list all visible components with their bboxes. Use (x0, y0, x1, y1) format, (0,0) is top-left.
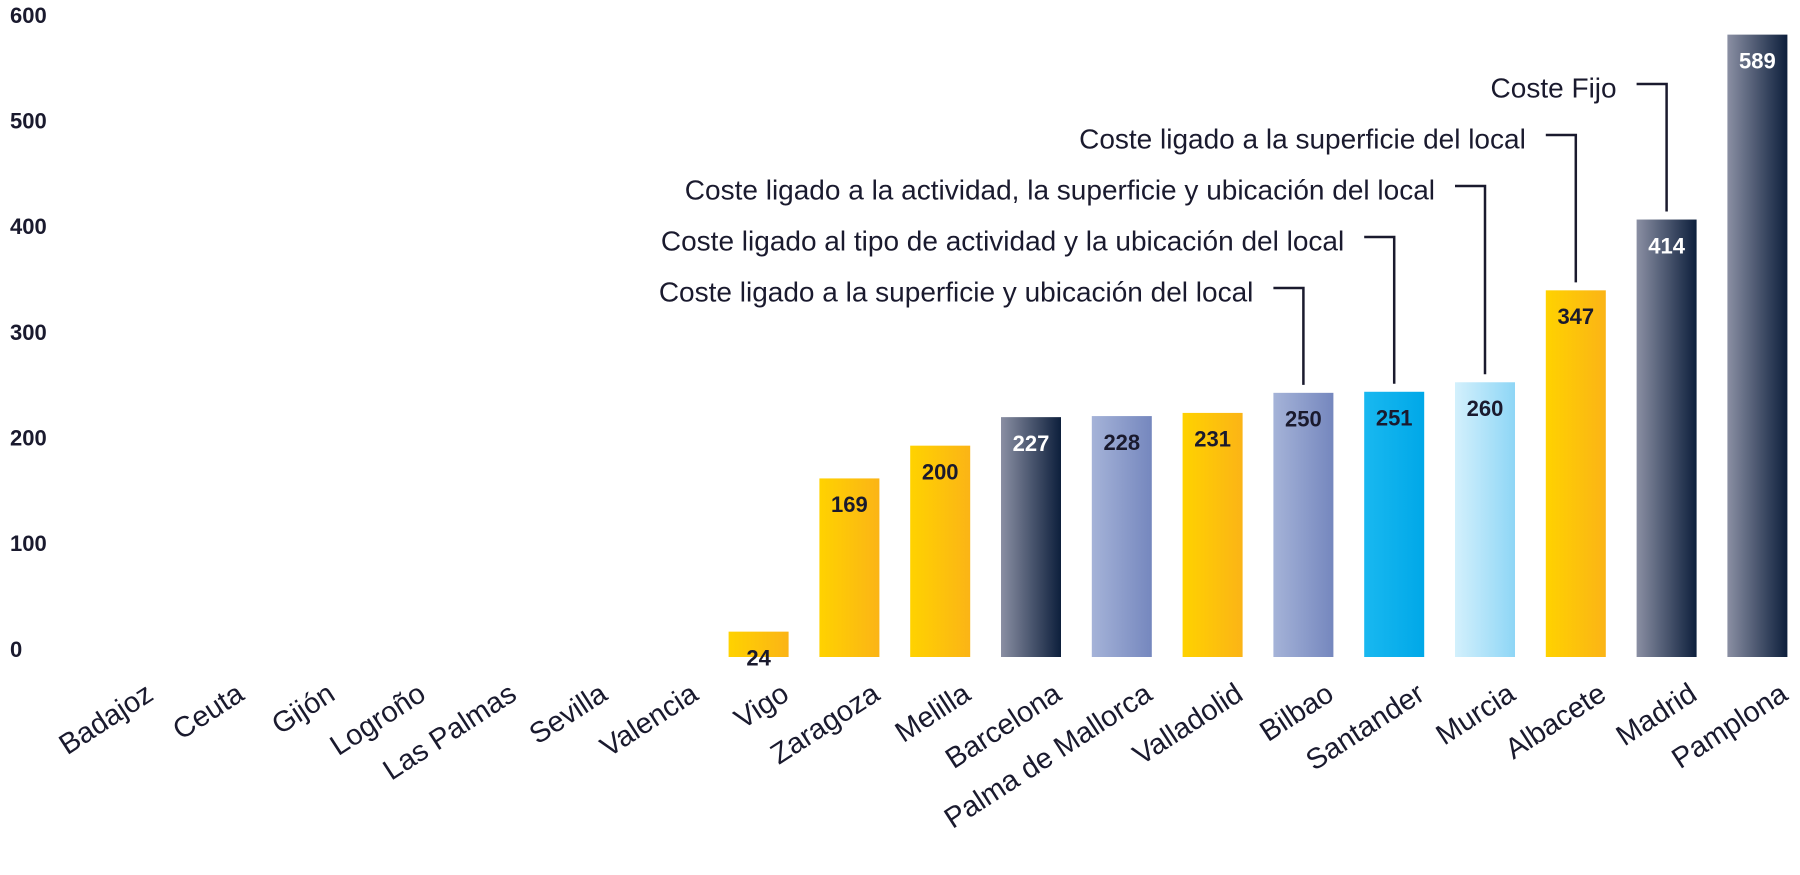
leader-line (1455, 184, 1487, 375)
bar (1273, 392, 1334, 657)
y-tick-label: 400 (10, 214, 47, 239)
y-tick-label: 0 (10, 637, 22, 662)
annotation: Coste ligado a la actividad, la superfic… (685, 174, 1435, 205)
bar (1001, 417, 1061, 657)
value-label: 251 (1376, 406, 1413, 431)
value-label: 347 (1557, 304, 1594, 329)
bar (1091, 416, 1152, 657)
y-tick-label: 500 (10, 108, 47, 133)
value-label: 24 (746, 645, 771, 670)
leader-line (1273, 286, 1305, 385)
annotation: Coste ligado al tipo de actividad y la u… (661, 225, 1344, 256)
bar (1364, 391, 1425, 657)
leader-line (1364, 235, 1396, 384)
annotation: Coste Fijo (1491, 72, 1617, 103)
x-tick-label: Badajoz (54, 677, 159, 761)
annotation: Coste ligado a la superficie del local (1079, 123, 1526, 154)
x-tick-label: Albacete (1500, 677, 1612, 765)
x-tick-label: Valencia (595, 677, 705, 764)
annotation: Coste ligado a la superficie y ubicación… (659, 276, 1254, 307)
value-label: 589 (1739, 48, 1776, 73)
bar (910, 445, 971, 657)
y-tick-label: 300 (10, 320, 47, 345)
value-label: 260 (1467, 396, 1504, 421)
bar (1545, 290, 1606, 657)
x-tick-label: Ceuta (167, 677, 250, 746)
y-tick-label: 100 (10, 531, 47, 556)
value-label: 231 (1194, 427, 1231, 452)
value-label: 250 (1285, 407, 1322, 432)
value-label: 200 (922, 459, 959, 484)
value-label: 228 (1103, 430, 1140, 455)
value-label: 169 (831, 492, 868, 517)
bar (728, 631, 789, 657)
bar (1636, 219, 1697, 658)
bar (1182, 412, 1243, 657)
value-label: 414 (1648, 233, 1685, 258)
bar (819, 478, 880, 657)
x-tick-label: Vigo (729, 677, 795, 735)
leader-line (1545, 133, 1578, 283)
y-tick-label: 600 (10, 3, 47, 28)
leader-line (1636, 82, 1668, 212)
y-tick-label: 200 (10, 425, 47, 450)
bar (1727, 34, 1788, 657)
value-label: 227 (1013, 431, 1050, 456)
bar (1455, 382, 1515, 657)
